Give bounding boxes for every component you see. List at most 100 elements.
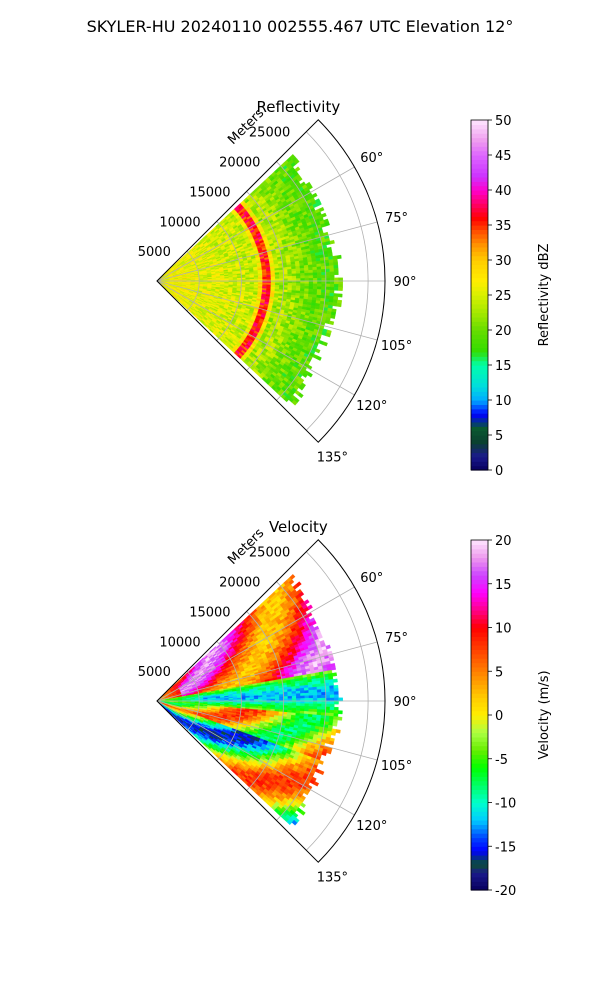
colorbar-swatch (471, 308, 488, 314)
colorbar-swatch (471, 216, 488, 222)
colorbar-swatch (471, 378, 488, 384)
colorbar-swatch (471, 369, 488, 375)
radar-gate (329, 268, 335, 273)
radar-gate (266, 276, 272, 280)
radar-gate (333, 261, 339, 266)
colorbar-swatch (471, 356, 488, 362)
radar-gate (275, 276, 280, 280)
colorbar-swatch (471, 185, 488, 191)
radar-gate (312, 283, 318, 287)
radar-gate (329, 283, 335, 288)
colorbar-tick-label: 20 (495, 324, 512, 339)
colorbar-swatch (471, 146, 488, 152)
radar-gate (316, 269, 322, 273)
radar-gate (279, 276, 284, 280)
radar-gate (312, 269, 318, 274)
radar-gate (321, 271, 327, 276)
radar-gate (321, 289, 326, 294)
radar-gate (320, 292, 326, 296)
colorbar-tick-label: 10 (495, 394, 512, 409)
radar-gate (270, 276, 276, 280)
radar-gate (324, 265, 330, 270)
colorbar-swatch (471, 268, 488, 274)
range-tick-label: 20000 (219, 156, 260, 171)
radar-gate (304, 283, 310, 287)
colorbar-swatch (471, 155, 488, 160)
colorbar-swatch (471, 264, 488, 270)
radar-gate (300, 273, 305, 277)
radar-gate (321, 283, 327, 288)
radar-gate (325, 280, 331, 285)
colorbar-swatch (471, 426, 488, 432)
radar-gate (283, 276, 289, 280)
colorbar-swatch (471, 295, 488, 300)
radar-gate (316, 289, 322, 293)
colorbar-swatch (471, 325, 488, 331)
radar-gate (291, 283, 297, 287)
azimuth-tick-label: 105° (381, 339, 412, 354)
radar-gate (321, 274, 327, 279)
colorbar-swatch (471, 150, 488, 156)
radar-gate (295, 283, 301, 287)
radar-gate (270, 274, 276, 278)
radar-gate (338, 277, 344, 282)
colorbar-tick-label: 0 (495, 464, 503, 479)
radar-data (156, 154, 344, 406)
radar-gate (294, 166, 301, 173)
radar-gate (312, 272, 318, 276)
colorbar-swatch (471, 251, 488, 257)
colorbar-swatch (471, 225, 488, 230)
colorbar-swatch (471, 299, 488, 305)
radar-gate (325, 274, 331, 279)
radar-gate (314, 348, 321, 354)
radar-gate (328, 320, 335, 326)
radar-gate (279, 282, 284, 286)
colorbar-swatch (471, 233, 488, 239)
colorbar-swatch (471, 133, 488, 139)
colorbar-swatch (471, 260, 488, 265)
radar-gate (329, 286, 335, 291)
radar-gate (318, 206, 325, 212)
colorbar-swatch (471, 159, 488, 165)
colorbar-swatch (471, 198, 488, 204)
colorbar-tick-label: 40 (495, 184, 512, 199)
colorbar-swatch (471, 211, 488, 217)
colorbar-swatch (471, 404, 488, 410)
radar-gate (321, 212, 327, 218)
azimuth-tick-label: 60° (360, 151, 383, 166)
colorbar-swatch (471, 229, 488, 235)
colorbar-swatch (471, 141, 488, 147)
colorbar-swatch (471, 338, 488, 344)
range-tick-label: 10000 (159, 215, 200, 230)
colorbar-swatch (471, 452, 488, 458)
radar-gate (313, 280, 318, 285)
colorbar-swatch (471, 246, 488, 252)
radar-gate (293, 158, 300, 165)
radar-gate (295, 273, 301, 277)
colorbar-swatch (471, 365, 488, 370)
colorbar-swatch (471, 456, 488, 462)
colorbar-swatch (471, 124, 488, 130)
colorbar-swatch (471, 316, 488, 322)
colorbar-swatch (471, 347, 488, 353)
radar-gate (329, 265, 335, 270)
colorbar-swatch (471, 360, 488, 366)
radar-gate (295, 275, 301, 279)
radar-gate (283, 273, 289, 277)
radar-gate (321, 280, 327, 285)
radar-gate (300, 283, 306, 287)
radar-gate (304, 275, 310, 279)
radar-gate (325, 289, 331, 294)
colorbar-swatch (471, 330, 488, 335)
radar-gate (296, 176, 303, 182)
radar-gate (308, 286, 314, 290)
radar-gate (325, 283, 331, 288)
colorbar-swatch (471, 400, 488, 405)
radar-gate (291, 273, 297, 277)
radar-gate (287, 276, 293, 279)
radar-gate (317, 275, 322, 279)
colorbar-swatch (471, 128, 488, 134)
radar-gate (329, 277, 335, 282)
radar-gate (329, 271, 335, 276)
radar-gate (300, 275, 306, 279)
